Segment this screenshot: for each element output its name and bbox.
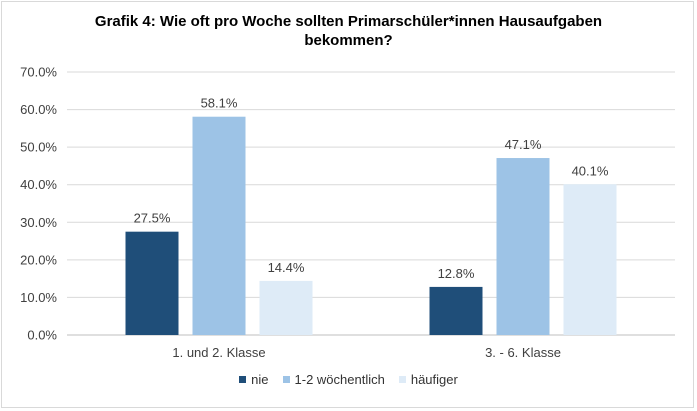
chart-title-line-2: bekommen? [304, 32, 393, 49]
y-tick-label: 50.0% [20, 140, 57, 155]
legend-item-1-2-woechentlich: 1-2 wöchentlich [282, 372, 385, 387]
y-tick-label: 0.0% [27, 328, 57, 343]
y-tick-label: 20.0% [20, 252, 57, 267]
data-label: 40.1% [572, 163, 609, 178]
bar [125, 231, 179, 335]
y-tick-label: 10.0% [20, 290, 57, 305]
chart-title-line-1: Grafik 4: Wie oft pro Woche sollten Prim… [94, 13, 603, 30]
y-tick-label: 40.0% [20, 177, 57, 192]
bar [496, 158, 550, 335]
y-tick-label: 30.0% [20, 215, 57, 230]
legend-label-haeufiger: häufiger [410, 372, 458, 387]
legend-swatch-1-2-woechentlich [282, 376, 290, 383]
legend-label-1-2-woechentlich: 1-2 wöchentlich [294, 372, 385, 387]
data-label: 12.8% [438, 266, 475, 281]
data-label: 47.1% [505, 137, 542, 152]
x-tick-label: 1. und 2. Klasse [172, 345, 265, 360]
bar [259, 280, 313, 335]
bar [192, 116, 246, 336]
chart-title: Grafik 4: Wie oft pro Woche sollten Prim… [0, 12, 697, 50]
bar [429, 286, 483, 335]
legend-swatch-haeufiger [398, 376, 406, 383]
x-tick-label: 3. - 6. Klasse [485, 345, 561, 360]
y-tick-label: 60.0% [20, 102, 57, 117]
chart-legend: nie 1-2 wöchentlich häufiger [0, 372, 697, 387]
y-tick-label: 70.0% [20, 65, 57, 80]
data-label: 14.4% [268, 260, 305, 275]
legend-swatch-nie [239, 376, 247, 383]
data-label: 27.5% [134, 211, 171, 226]
legend-item-haeufiger: häufiger [398, 372, 458, 387]
legend-item-nie: nie [239, 372, 269, 387]
data-label: 58.1% [201, 96, 238, 111]
bar [563, 184, 617, 335]
legend-label-nie: nie [251, 372, 269, 387]
